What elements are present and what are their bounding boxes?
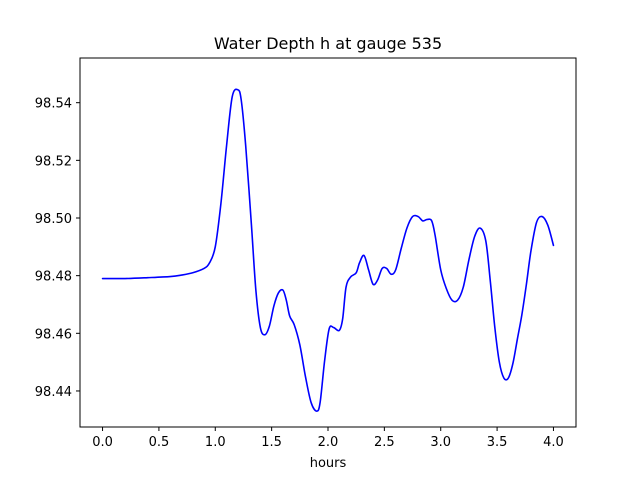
y-axis: 98.44 98.46 98.48 98.50 98.52 98.54 [35,97,80,400]
x-tick-label: 3.5 [487,435,508,450]
y-tick-label: 98.48 [35,270,72,285]
x-tick-label: 2.0 [318,435,339,450]
x-axis: 0.0 0.5 1.0 1.5 2.0 2.5 3.0 3.5 4.0 [92,427,564,450]
x-tick-label: 0.0 [92,435,113,450]
y-tick-label: 98.54 [35,97,72,112]
x-tick-label: 4.0 [543,435,564,450]
y-tick-label: 98.46 [35,327,72,342]
plot-area [101,88,555,412]
y-tick-label: 98.44 [35,385,72,400]
series-line [101,88,555,412]
y-tick-label: 98.52 [35,154,72,169]
x-axis-label: hours [310,456,347,471]
x-tick-label: 0.5 [149,435,170,450]
y-tick-label: 98.50 [35,212,72,227]
chart-title: Water Depth h at gauge 535 [214,34,442,53]
x-tick-label: 2.5 [374,435,395,450]
x-tick-label: 1.5 [261,435,282,450]
x-tick-label: 3.0 [430,435,451,450]
x-tick-label: 1.0 [205,435,226,450]
